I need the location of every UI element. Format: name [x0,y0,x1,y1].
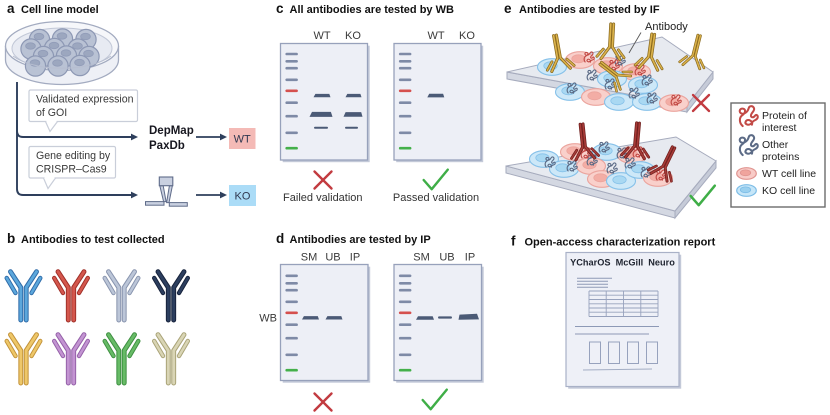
svg-text:b: b [7,231,15,246]
svg-text:IP: IP [465,252,475,264]
svg-text:CRISPR–Cas9: CRISPR–Cas9 [36,164,107,176]
svg-text:Other: Other [762,139,789,151]
svg-text:KO: KO [235,191,251,203]
svg-text:DepMap: DepMap [149,125,194,137]
svg-text:e: e [504,1,512,16]
svg-text:proteins: proteins [762,151,799,163]
svg-text:SM: SM [301,252,318,264]
svg-text:Cell line model: Cell line model [21,4,99,16]
svg-text:All antibodies are tested by W: All antibodies are tested by WB [290,4,454,16]
svg-text:PaxDb: PaxDb [149,140,185,152]
svg-text:d: d [276,231,284,246]
svg-text:f: f [511,234,516,249]
svg-text:Failed validation: Failed validation [283,192,363,204]
svg-text:UB: UB [325,252,340,264]
svg-text:Antibody: Antibody [645,21,688,33]
svg-text:c: c [276,1,284,16]
svg-text:interest: interest [762,122,797,134]
svg-text:KO: KO [345,30,361,42]
svg-text:Open-access characterization r: Open-access characterization report [525,237,716,249]
svg-text:Antibodies to test collected: Antibodies to test collected [21,234,165,246]
svg-text:UB: UB [439,252,454,264]
svg-text:IP: IP [350,252,360,264]
svg-text:Antibodies are tested by IF: Antibodies are tested by IF [519,4,660,16]
svg-text:SM: SM [413,252,430,264]
svg-text:WT cell line: WT cell line [762,168,816,180]
svg-text:YCharOS McGill Neuro: YCharOS McGill Neuro [570,258,675,268]
svg-text:Passed validation: Passed validation [393,192,479,204]
svg-text:KO cell line: KO cell line [762,185,815,197]
svg-text:WB: WB [259,313,277,325]
svg-text:Validated expression: Validated expression [36,94,134,106]
svg-text:a: a [7,1,15,16]
svg-text:KO: KO [459,30,475,42]
svg-text:Antibodies are tested by IP: Antibodies are tested by IP [290,234,431,246]
svg-text:Gene editing by: Gene editing by [36,150,111,162]
svg-text:Protein of: Protein of [762,110,807,122]
svg-text:WT: WT [234,134,251,146]
svg-text:WT: WT [313,30,330,42]
svg-text:WT: WT [427,30,444,42]
svg-text:of GOI: of GOI [36,107,67,119]
